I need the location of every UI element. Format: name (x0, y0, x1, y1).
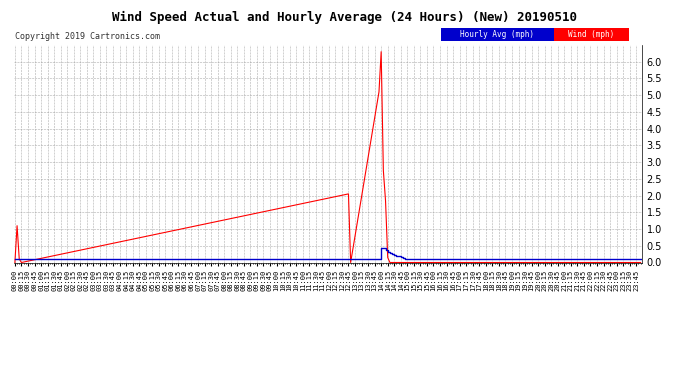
Text: Wind (mph): Wind (mph) (569, 30, 615, 39)
Text: Copyright 2019 Cartronics.com: Copyright 2019 Cartronics.com (15, 32, 160, 40)
FancyBboxPatch shape (554, 28, 629, 40)
Text: Wind Speed Actual and Hourly Average (24 Hours) (New) 20190510: Wind Speed Actual and Hourly Average (24… (112, 11, 578, 24)
FancyBboxPatch shape (441, 28, 554, 40)
Text: Hourly Avg (mph): Hourly Avg (mph) (460, 30, 534, 39)
